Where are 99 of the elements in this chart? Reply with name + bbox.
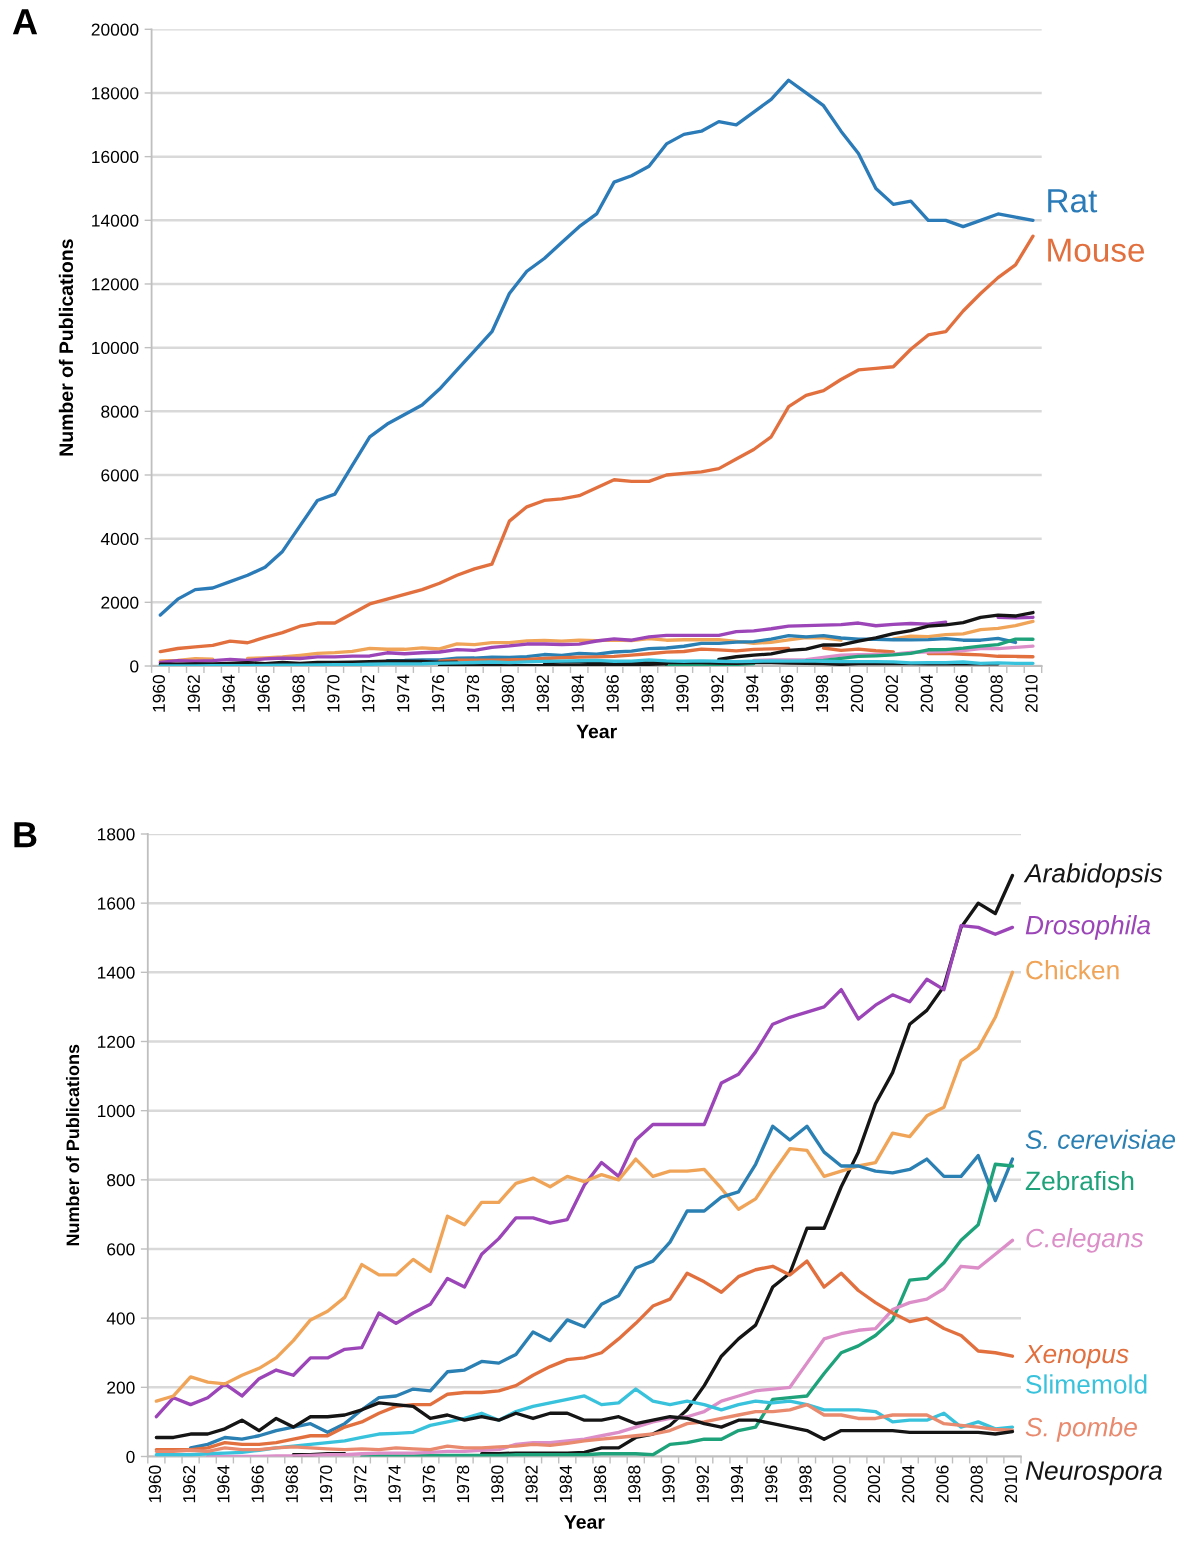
x-tick-label: 1994 xyxy=(746,674,759,712)
x-tick-label: 1990 xyxy=(662,1465,675,1503)
y-tick-label: 8000 xyxy=(101,405,139,418)
y-tick-label: 1600 xyxy=(98,897,135,910)
x-tick-label: 2010 xyxy=(1004,1465,1018,1503)
chart-title: B xyxy=(14,822,37,848)
y-tick-label: 1000 xyxy=(98,1104,135,1118)
x-tick-label: 2006 xyxy=(955,675,968,713)
line-series xyxy=(154,1259,1015,1452)
x-tick-label: 1992 xyxy=(696,1465,709,1503)
y-tick-label: 6000 xyxy=(101,469,139,482)
series-label: Rat xyxy=(1048,189,1098,213)
x-tick-label: 1996 xyxy=(781,675,794,712)
series-label: S. pombe xyxy=(1025,1417,1137,1442)
x-tick-label: 2004 xyxy=(902,1465,915,1503)
line-series xyxy=(154,1402,1015,1453)
x-tick-label: 1990 xyxy=(676,675,689,712)
x-tick-label: 1976 xyxy=(431,675,445,712)
line-series xyxy=(188,1124,1015,1450)
x-axis-title: Year xyxy=(576,724,617,739)
y-tick-label: 800 xyxy=(107,1174,135,1187)
x-tick-label: 1974 xyxy=(397,674,410,712)
y-axis-title: Number of Publications xyxy=(65,1044,80,1246)
x-tick-label: 2006 xyxy=(936,1465,949,1503)
x-tick-label: 2002 xyxy=(885,675,899,713)
y-tick-label: 200 xyxy=(107,1381,135,1394)
x-tick-label: 2002 xyxy=(867,1465,881,1503)
x-tick-label: 1960 xyxy=(152,675,165,712)
x-tick-label: 1996 xyxy=(765,1465,778,1503)
x-tick-label: 1998 xyxy=(815,675,829,712)
x-tick-label: 1964 xyxy=(217,1465,230,1503)
y-axis-title: Number of Publications xyxy=(58,239,74,456)
x-tick-label: 1962 xyxy=(187,675,200,712)
x-tick-label: 2010 xyxy=(1025,675,1038,713)
x-tick-label: 1962 xyxy=(182,1465,196,1503)
x-tick-label: 1986 xyxy=(606,675,619,712)
series-label: Slimemold xyxy=(1026,1374,1147,1394)
y-tick-label: 1400 xyxy=(98,966,135,979)
line-series xyxy=(158,658,1035,666)
chart-title: A xyxy=(12,9,38,35)
y-tick-label: 14000 xyxy=(92,214,139,227)
x-tick-label: 2004 xyxy=(920,674,933,713)
x-tick-label: 1984 xyxy=(571,674,584,712)
series-label: S. cerevisiae xyxy=(1025,1129,1176,1149)
x-tick-label: 1968 xyxy=(292,675,305,712)
x-tick-label: 1978 xyxy=(456,1465,470,1503)
x-tick-label: 1964 xyxy=(222,674,235,712)
x-tick-label: 1982 xyxy=(536,675,549,712)
x-tick-label: 1984 xyxy=(559,1465,572,1503)
y-tick-label: 4000 xyxy=(100,532,139,546)
series-label: C.elegans xyxy=(1026,1228,1144,1253)
x-tick-label: 1960 xyxy=(148,1465,162,1503)
y-tick-label: 1200 xyxy=(98,1035,135,1048)
y-tick-label: 12000 xyxy=(92,278,139,291)
x-tick-label: 1972 xyxy=(362,675,375,712)
x-tick-label: 1966 xyxy=(257,675,270,712)
y-tick-label: 2000 xyxy=(101,596,139,609)
series-label: Drosophila xyxy=(1025,915,1151,940)
y-tick-label: 600 xyxy=(107,1243,135,1256)
x-tick-label: 1994 xyxy=(730,1465,744,1503)
x-axis-title: Year xyxy=(564,1515,605,1529)
series-label: Xenopus xyxy=(1024,1344,1129,1369)
y-tick-label: 1800 xyxy=(98,828,135,841)
series-label: Chicken xyxy=(1026,960,1119,980)
x-tick-label: 1976 xyxy=(422,1465,435,1503)
line-series xyxy=(158,78,1035,617)
x-tick-label: 2008 xyxy=(990,675,1003,713)
line-series xyxy=(206,1238,1015,1457)
y-tick-label: 0 xyxy=(130,660,139,673)
series-label: Neurospora xyxy=(1025,1461,1162,1486)
line-series xyxy=(360,1162,1015,1457)
y-tick-label: 0 xyxy=(126,1450,135,1463)
y-tick-label: 20000 xyxy=(91,23,139,36)
y-tick-label: 400 xyxy=(106,1312,135,1325)
x-tick-label: 1988 xyxy=(628,1465,641,1503)
series-label: Arabidopsis xyxy=(1023,863,1163,888)
line-series xyxy=(158,234,1035,654)
x-tick-label: 1980 xyxy=(491,1465,504,1503)
x-tick-label: 1998 xyxy=(799,1465,812,1503)
x-tick-label: 1968 xyxy=(285,1465,298,1503)
x-tick-label: 2000 xyxy=(850,675,864,713)
x-tick-label: 1974 xyxy=(388,1465,401,1503)
x-tick-label: 1972 xyxy=(354,1465,367,1503)
y-tick-label: 10000 xyxy=(92,341,139,355)
x-tick-label: 1978 xyxy=(466,675,480,712)
x-tick-label: 1986 xyxy=(593,1465,607,1503)
x-tick-label: 1988 xyxy=(641,675,654,712)
x-tick-label: 1982 xyxy=(525,1465,538,1503)
x-tick-label: 1980 xyxy=(501,675,515,712)
series-label: Zebrafish xyxy=(1025,1170,1134,1191)
x-tick-label: 1970 xyxy=(319,1465,333,1503)
x-tick-label: 2008 xyxy=(970,1465,983,1503)
x-tick-label: 1992 xyxy=(711,675,724,712)
series-label: Mouse xyxy=(1048,238,1145,262)
y-tick-label: 18000 xyxy=(92,87,139,100)
y-tick-label: 16000 xyxy=(92,150,139,164)
x-tick-label: 1966 xyxy=(251,1465,264,1503)
x-tick-label: 2000 xyxy=(833,1465,846,1503)
x-tick-label: 1970 xyxy=(327,675,340,712)
